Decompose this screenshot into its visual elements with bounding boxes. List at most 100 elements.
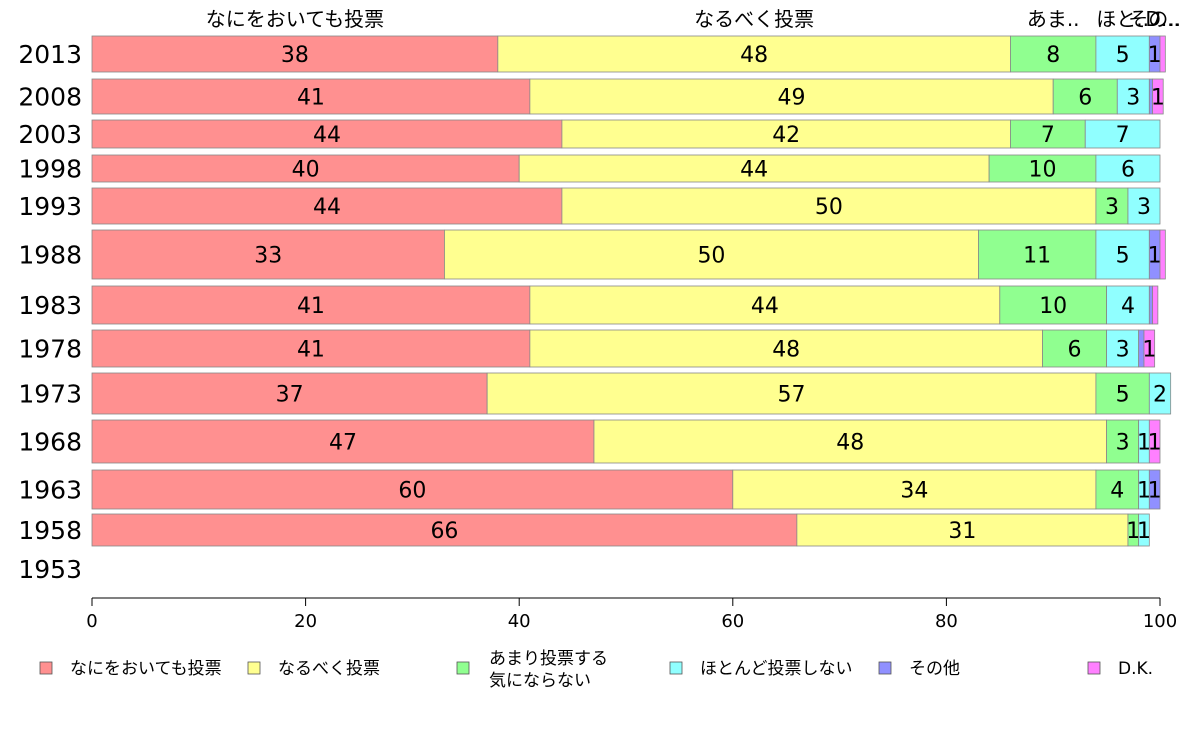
data-label: 5: [1116, 244, 1130, 269]
bar-segment: [91, 469, 734, 510]
bar-segment: [1148, 469, 1161, 510]
year-label: 1998: [18, 155, 82, 184]
data-label: 1: [1148, 479, 1162, 504]
year-label: 1963: [18, 476, 82, 505]
bar-segment: [1084, 119, 1161, 149]
data-label: 31: [948, 519, 976, 544]
bar-segment: [1052, 78, 1118, 115]
data-label: 1: [1137, 479, 1151, 504]
bar-segment: [91, 35, 499, 73]
bar-segment: [1095, 35, 1150, 73]
data-label: 1: [1137, 519, 1151, 544]
bar-segment: [518, 154, 990, 183]
data-label: 4: [1121, 294, 1135, 319]
data-label: 44: [313, 195, 341, 220]
segment-top-label: ほと..: [1096, 7, 1149, 31]
year-label: 2008: [18, 83, 82, 112]
year-label: 1978: [18, 335, 82, 364]
x-tick-label: 60: [721, 611, 744, 632]
legend-swatch: [39, 661, 53, 675]
bar-segment: [1159, 229, 1166, 280]
data-label: 3: [1137, 195, 1151, 220]
segment-top-label: なにをおいても投票: [206, 7, 384, 31]
data-label: 38: [281, 43, 309, 68]
data-label: 4: [1110, 479, 1124, 504]
bar-segment: [529, 78, 1054, 115]
data-label: 48: [740, 43, 768, 68]
year-label: 1973: [18, 380, 82, 409]
data-label: 42: [772, 123, 800, 148]
data-label: 48: [836, 431, 864, 456]
data-label: 5: [1116, 43, 1130, 68]
x-tick-label: 40: [508, 611, 531, 632]
bar-segment: [91, 513, 798, 547]
bar-segment: [988, 154, 1097, 183]
bar-segment: [978, 229, 1097, 280]
data-label: 57: [778, 383, 806, 408]
data-label: 40: [292, 158, 320, 183]
data-label: 1: [1137, 431, 1151, 456]
legend-swatch: [878, 661, 892, 675]
bar-segment: [1010, 119, 1086, 149]
data-label: 49: [778, 86, 806, 111]
data-label: 50: [697, 244, 725, 269]
x-tick-label: 100: [1143, 611, 1177, 632]
legend-label: 気にならない: [489, 671, 591, 691]
year-label: 1968: [18, 428, 82, 457]
data-label: 47: [329, 431, 357, 456]
year-label: 1958: [18, 516, 82, 545]
data-label: 10: [1029, 158, 1057, 183]
legend-swatch: [1087, 661, 1101, 675]
bar-segment: [1095, 372, 1150, 415]
bar-segment: [1127, 187, 1161, 225]
data-label: 44: [751, 294, 779, 319]
bar-segment: [1116, 78, 1150, 115]
data-label: 6: [1078, 86, 1092, 111]
data-label: 44: [313, 123, 341, 148]
bar-segment: [561, 187, 1097, 225]
year-label: 1988: [18, 241, 82, 270]
bar-segment: [1106, 329, 1140, 368]
bar-segment: [561, 119, 1011, 149]
data-label: 8: [1046, 43, 1060, 68]
bar-segment: [1152, 285, 1159, 325]
legend-swatch: [456, 661, 470, 675]
data-label: 34: [900, 479, 928, 504]
data-label: 1: [1151, 86, 1165, 111]
bar-segment: [529, 329, 1043, 368]
legend-label: その他: [909, 659, 960, 679]
legend-label: なるべく投票: [278, 659, 380, 679]
year-label: 2013: [18, 40, 82, 69]
data-label: 60: [398, 479, 426, 504]
data-label: 3: [1105, 195, 1119, 220]
data-label: 41: [297, 338, 325, 363]
bar-segment: [91, 372, 488, 415]
data-label: 41: [297, 86, 325, 111]
bar-segment: [999, 285, 1107, 325]
legend-label: なにをおいても投票: [70, 659, 222, 679]
year-label: 1993: [18, 192, 82, 221]
segment-top-label: D...: [1145, 7, 1179, 31]
segment-top-label: なるべく投票: [694, 7, 814, 31]
bar-segment: [91, 187, 563, 225]
bar-segment: [1095, 187, 1129, 225]
data-label: 3: [1126, 86, 1140, 111]
data-label: 1: [1142, 338, 1156, 363]
year-label: 1953: [18, 555, 82, 584]
bar-segment: [1143, 329, 1156, 368]
bar-segment: [486, 372, 1097, 415]
data-label: 1: [1148, 43, 1162, 68]
data-label: 48: [772, 338, 800, 363]
bar-segment: [91, 285, 531, 325]
bar-segment: [1148, 372, 1172, 415]
bar-segment: [593, 419, 1108, 464]
bar-segment: [529, 285, 1001, 325]
bar-segment: [91, 229, 445, 280]
data-label: 1: [1126, 519, 1140, 544]
data-label: 5: [1116, 383, 1130, 408]
data-label: 7: [1041, 123, 1055, 148]
data-label: 6: [1068, 338, 1082, 363]
year-label: 1983: [18, 291, 82, 320]
